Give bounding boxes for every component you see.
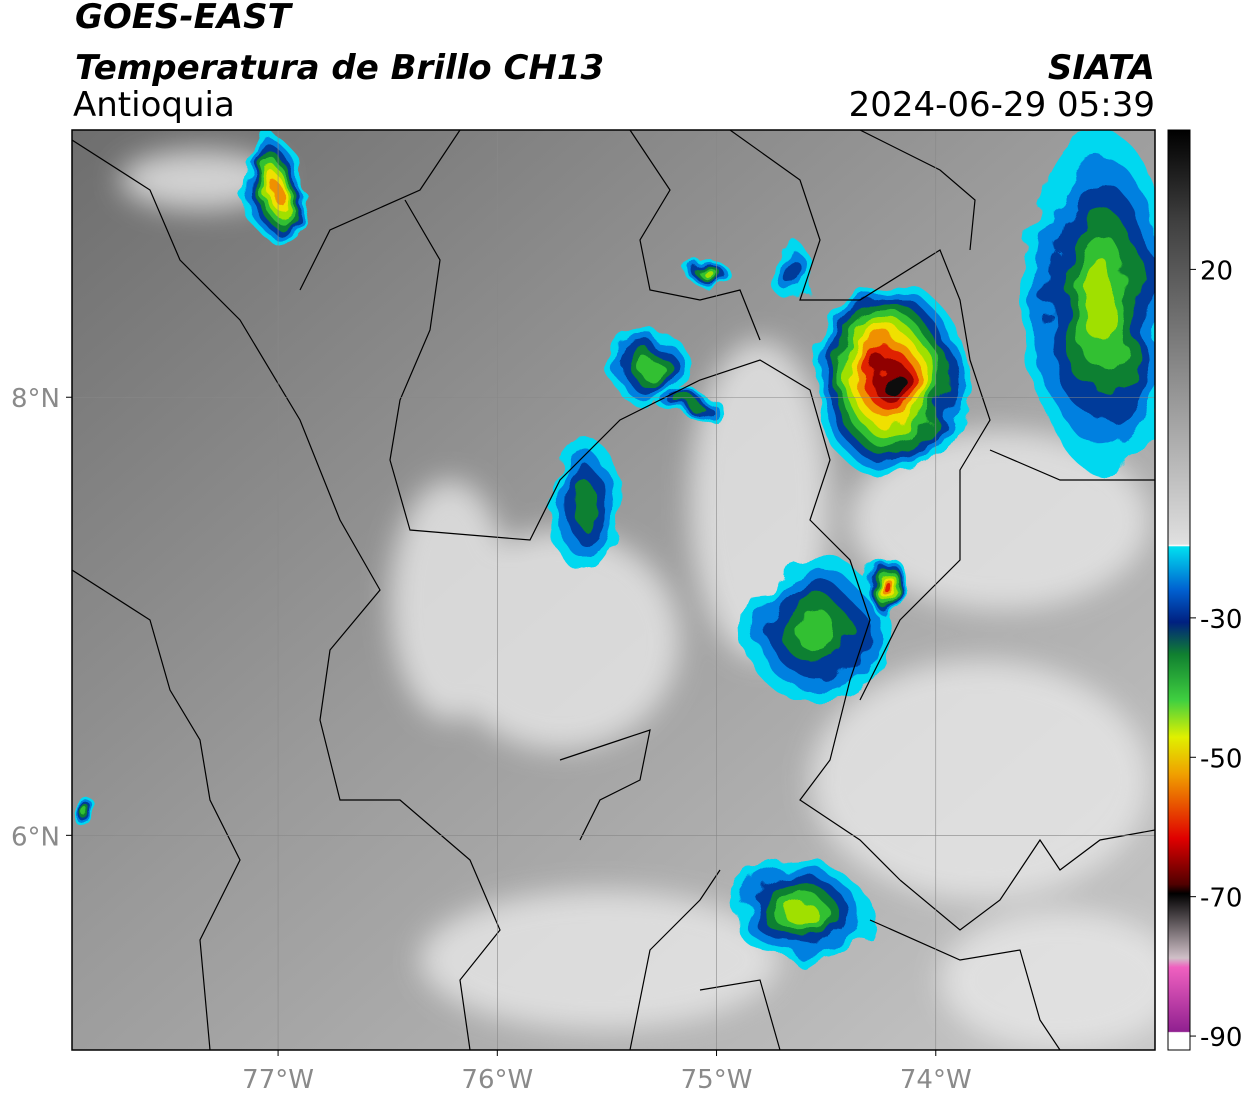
colorbar-tick-label: -50	[1200, 744, 1242, 774]
colorbar	[1167, 129, 1191, 1051]
lon-tick-label: 76°W	[461, 1065, 533, 1095]
colorbar-tick-label: -70	[1200, 884, 1242, 914]
storm-level	[269, 181, 281, 199]
subtitle: Temperatura de Brillo CH13	[75, 48, 604, 88]
storm-level	[638, 357, 662, 379]
lon-tick-label: 77°W	[242, 1065, 314, 1095]
lat-tick-label: 6°N	[11, 822, 60, 852]
storm-level	[81, 808, 89, 816]
lon-tick-label: 74°W	[900, 1065, 972, 1095]
lon-tick-label: 75°W	[681, 1065, 753, 1095]
storm-level	[1081, 258, 1119, 342]
storm-level	[679, 400, 701, 410]
region: Antioquia	[73, 85, 235, 125]
storm-level	[879, 366, 901, 394]
storm-level	[780, 256, 800, 284]
datetime: 2024-06-29 05:39	[849, 85, 1155, 125]
map-frame	[71, 129, 1156, 1051]
storm-level	[783, 899, 817, 925]
storm-level	[705, 271, 715, 279]
storms	[72, 130, 1155, 962]
title: GOES-EAST	[75, 0, 294, 37]
storm-level	[880, 580, 890, 590]
map	[72, 130, 1155, 1050]
storm-level	[572, 481, 598, 529]
colorbar-tick-label: -30	[1200, 605, 1242, 635]
source: SIATA	[1048, 48, 1155, 88]
storm-level	[794, 609, 836, 651]
colorbar-tick-label: -90	[1200, 1023, 1242, 1053]
colorbar-tick-label: 20	[1200, 256, 1233, 286]
lat-tick-label: 8°N	[11, 384, 60, 414]
borders	[72, 130, 1155, 1050]
